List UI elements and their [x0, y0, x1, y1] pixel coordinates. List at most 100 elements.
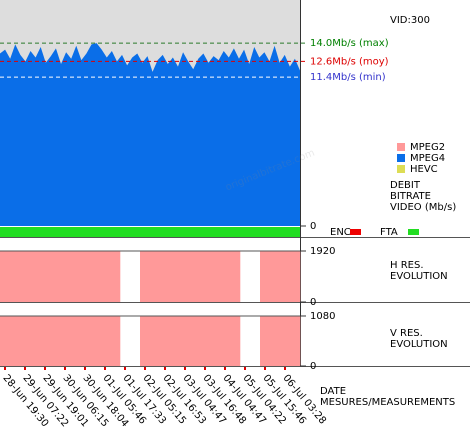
resolution-bar [270, 315, 276, 366]
resolution-bar [115, 251, 121, 302]
resolution-bar [15, 315, 21, 366]
x-tick [224, 367, 226, 370]
y-tick-label: 0 [310, 221, 316, 232]
resolution-bar [145, 251, 151, 302]
resolution-bar [110, 251, 116, 302]
resolution-bar [195, 315, 201, 366]
resolution-bar [230, 315, 236, 366]
legend-label: HEVC [410, 164, 438, 175]
resolution-bar [185, 251, 191, 302]
resolution-bar [220, 251, 226, 302]
resolution-bar [190, 315, 196, 366]
reference-label: 12.6Mb/s (moy) [310, 56, 389, 67]
legend-swatch [397, 154, 405, 162]
x-tick [64, 367, 66, 370]
resolution-bar [295, 251, 301, 302]
resolution-bar [180, 315, 186, 366]
resolution-bar [95, 251, 101, 302]
resolution-bar [60, 251, 66, 302]
status-label: ENC [330, 227, 351, 238]
resolution-bar [140, 315, 146, 366]
legend-swatch [397, 143, 405, 151]
x-tick [104, 367, 106, 370]
resolution-bar [275, 251, 281, 302]
y-tick-label: 1920 [310, 246, 335, 257]
resolution-bar [215, 251, 221, 302]
resolution-bar [45, 251, 51, 302]
resolution-bar [70, 315, 76, 366]
resolution-bar [5, 251, 11, 302]
resolution-bar [220, 315, 226, 366]
x-tick [4, 367, 6, 370]
x-tick [244, 367, 246, 370]
resolution-bar [285, 251, 291, 302]
resolution-bar [195, 251, 201, 302]
resolution-bar [0, 315, 6, 366]
resolution-bar [150, 315, 156, 366]
x-tick [84, 367, 86, 370]
resolution-bar [295, 315, 301, 366]
resolution-bar [110, 315, 116, 366]
resolution-bar [210, 251, 216, 302]
resolution-bar [290, 315, 296, 366]
resolution-bar [200, 315, 206, 366]
resolution-bar [160, 315, 166, 366]
resolution-bar [40, 315, 46, 366]
resolution-bar [165, 251, 171, 302]
resolution-bar [145, 315, 151, 366]
reference-label: 11.4Mb/s (min) [310, 72, 386, 83]
resolution-bar [170, 315, 176, 366]
resolution-bar [35, 251, 41, 302]
resolution-bar [165, 315, 171, 366]
x-tick [204, 367, 206, 370]
resolution-bar [105, 251, 111, 302]
resolution-bar [5, 315, 11, 366]
resolution-bar [100, 251, 106, 302]
x-tick [124, 367, 126, 370]
resolution-bar [30, 251, 36, 302]
resolution-bar [160, 251, 166, 302]
resolution-bar [0, 251, 6, 302]
resolution-bar [10, 315, 16, 366]
resolution-bar [280, 251, 286, 302]
resolution-bar [230, 251, 236, 302]
resolution-bar [260, 315, 266, 366]
resolution-bar [100, 315, 106, 366]
resolution-bar [275, 315, 281, 366]
x-axis-title: DATE MESURES/MEASUREMENTS [320, 386, 456, 408]
x-tick [24, 367, 26, 370]
resolution-bar [65, 315, 71, 366]
resolution-bar [35, 315, 41, 366]
resolution-bar [180, 251, 186, 302]
resolution-bar [155, 315, 161, 366]
resolution-bar [210, 315, 216, 366]
fta-band [0, 227, 300, 237]
resolution-bar [80, 251, 86, 302]
resolution-bar [115, 315, 121, 366]
resolution-bar [50, 315, 56, 366]
resolution-bar [75, 251, 81, 302]
status-swatch [350, 229, 361, 235]
resolution-bar [175, 251, 181, 302]
resolution-bar [90, 251, 96, 302]
resolution-bar [30, 315, 36, 366]
status-swatch [408, 229, 419, 235]
resolution-bar [270, 251, 276, 302]
resolution-bar [55, 251, 61, 302]
resolution-bar [25, 315, 31, 366]
x-tick [144, 367, 146, 370]
bitrate-area [0, 43, 300, 226]
resolution-bar [80, 315, 86, 366]
resolution-bar [205, 251, 211, 302]
resolution-bar [70, 251, 76, 302]
resolution-bar [175, 315, 181, 366]
resolution-bar [280, 315, 286, 366]
y-tick-label: 0 [310, 361, 316, 372]
legend-label: MPEG4 [410, 153, 445, 164]
resolution-bar [185, 315, 191, 366]
panel-title: V RES. EVOLUTION [390, 328, 448, 350]
resolution-bar [265, 251, 271, 302]
resolution-bar [215, 315, 221, 366]
y-tick-label: 1080 [310, 311, 335, 322]
resolution-bar [50, 251, 56, 302]
